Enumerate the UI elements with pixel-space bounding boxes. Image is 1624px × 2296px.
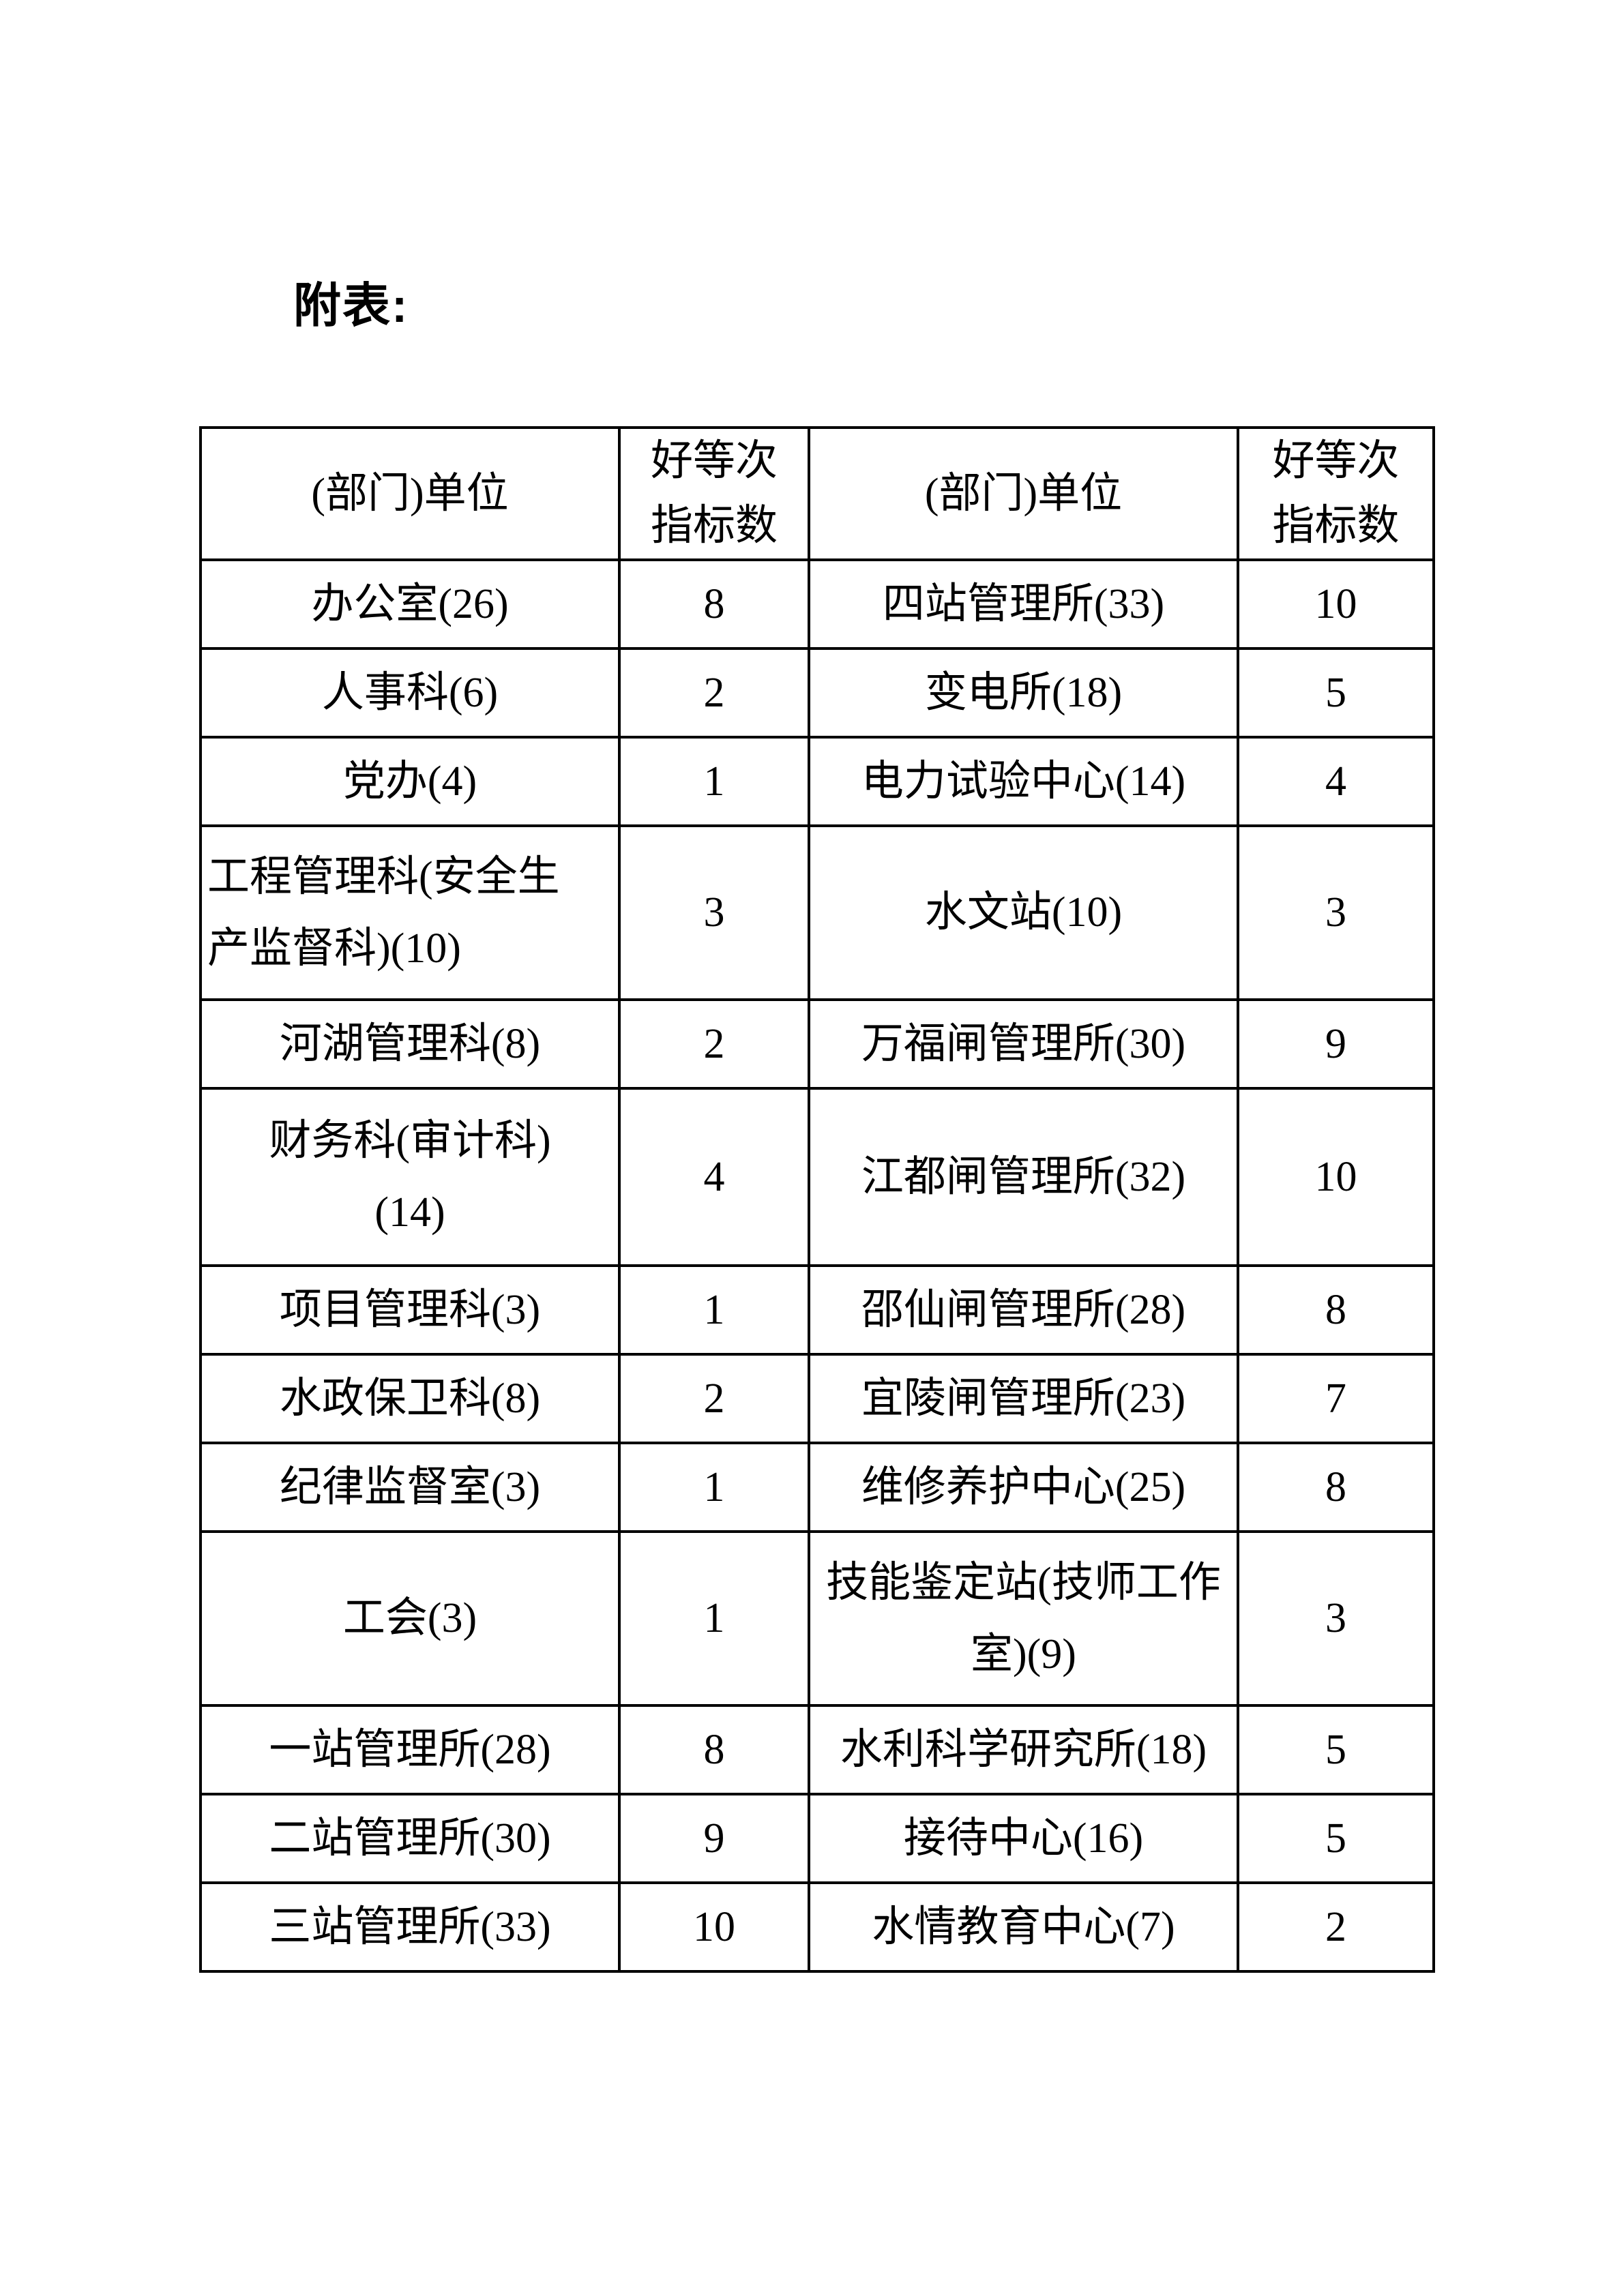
unit-cell: 宜陵闸管理所(23) [808, 1353, 1239, 1444]
table-row: 工程管理科(安全生 产监督科)(10) 3 水文站(10) 3 [199, 824, 1435, 1001]
unit-cell: 江都闸管理所(32) [808, 1087, 1239, 1267]
unit-cell: 工会(3) [199, 1530, 621, 1707]
indicator-cell: 10 [1237, 1087, 1435, 1267]
indicator-cell: 8 [618, 1704, 810, 1795]
indicator-cell: 5 [1237, 647, 1435, 739]
unit-cell: 邵仙闸管理所(28) [808, 1264, 1239, 1356]
table-row: 党办(4) 1 电力试验中心(14) 4 [199, 736, 1435, 827]
indicator-cell: 2 [618, 1353, 810, 1444]
indicator-cell: 5 [1237, 1793, 1435, 1884]
indicator-cell: 2 [618, 647, 810, 739]
indicator-cell: 4 [618, 1087, 810, 1267]
unit-cell: 党办(4) [199, 736, 621, 827]
indicator-cell: 1 [618, 1530, 810, 1707]
unit-cell: 技能鉴定站(技师工作 室)(9) [808, 1530, 1239, 1707]
unit-cell: 维修养护中心(25) [808, 1442, 1239, 1533]
indicator-cell: 5 [1237, 1704, 1435, 1795]
unit-cell: 变电所(18) [808, 647, 1239, 739]
unit-cell: 财务科(审计科) (14) [199, 1087, 621, 1267]
indicator-cell: 9 [618, 1793, 810, 1884]
header-unit-right: (部门)单位 [808, 426, 1239, 561]
table-row: 项目管理科(3) 1 邵仙闸管理所(28) 8 [199, 1264, 1435, 1356]
table-row: 二站管理所(30) 9 接待中心(16) 5 [199, 1793, 1435, 1884]
indicator-cell: 9 [1237, 998, 1435, 1090]
unit-cell: 河湖管理科(8) [199, 998, 621, 1090]
indicator-cell: 8 [1237, 1264, 1435, 1356]
indicator-cell: 4 [1237, 736, 1435, 827]
table-row: 水政保卫科(8) 2 宜陵闸管理所(23) 7 [199, 1353, 1435, 1444]
header-indicator-right: 好等次 指标数 [1237, 426, 1435, 561]
indicator-cell: 7 [1237, 1353, 1435, 1444]
indicator-table: (部门)单位 好等次 指标数 (部门)单位 好等次 指标数 办公室(26) 8 … [199, 426, 1435, 1973]
indicator-cell: 10 [1237, 558, 1435, 650]
table-header-row: (部门)单位 好等次 指标数 (部门)单位 好等次 指标数 [199, 426, 1435, 561]
table-row: 人事科(6) 2 变电所(18) 5 [199, 647, 1435, 739]
table-row: 财务科(审计科) (14) 4 江都闸管理所(32) 10 [199, 1087, 1435, 1267]
indicator-cell: 1 [618, 736, 810, 827]
unit-cell: 一站管理所(28) [199, 1704, 621, 1795]
table-row: 河湖管理科(8) 2 万福闸管理所(30) 9 [199, 998, 1435, 1090]
indicator-cell: 8 [618, 558, 810, 650]
unit-cell: 水文站(10) [808, 824, 1239, 1001]
indicator-cell: 10 [618, 1881, 810, 1973]
unit-cell: 人事科(6) [199, 647, 621, 739]
unit-cell: 接待中心(16) [808, 1793, 1239, 1884]
indicator-cell: 2 [1237, 1881, 1435, 1973]
unit-cell: 四站管理所(33) [808, 558, 1239, 650]
unit-cell: 万福闸管理所(30) [808, 998, 1239, 1090]
unit-cell: 纪律监督室(3) [199, 1442, 621, 1533]
unit-cell: 三站管理所(33) [199, 1881, 621, 1973]
unit-cell: 水利科学研究所(18) [808, 1704, 1239, 1795]
indicator-cell: 1 [618, 1442, 810, 1533]
indicator-cell: 3 [618, 824, 810, 1001]
indicator-cell: 3 [1237, 824, 1435, 1001]
indicator-cell: 1 [618, 1264, 810, 1356]
unit-cell: 二站管理所(30) [199, 1793, 621, 1884]
indicator-cell: 3 [1237, 1530, 1435, 1707]
unit-cell: 水政保卫科(8) [199, 1353, 621, 1444]
header-indicator-left: 好等次 指标数 [618, 426, 810, 561]
table-row: 纪律监督室(3) 1 维修养护中心(25) 8 [199, 1442, 1435, 1533]
unit-cell: 办公室(26) [199, 558, 621, 650]
indicator-cell: 8 [1237, 1442, 1435, 1533]
unit-cell: 电力试验中心(14) [808, 736, 1239, 827]
unit-cell: 项目管理科(3) [199, 1264, 621, 1356]
unit-cell: 水情教育中心(7) [808, 1881, 1239, 1973]
table-row: 办公室(26) 8 四站管理所(33) 10 [199, 558, 1435, 650]
page-title: 附表: [293, 279, 409, 332]
header-unit-left: (部门)单位 [199, 426, 621, 561]
table-row: 一站管理所(28) 8 水利科学研究所(18) 5 [199, 1704, 1435, 1795]
table-row: 工会(3) 1 技能鉴定站(技师工作 室)(9) 3 [199, 1530, 1435, 1707]
table-row: 三站管理所(33) 10 水情教育中心(7) 2 [199, 1881, 1435, 1973]
indicator-cell: 2 [618, 998, 810, 1090]
unit-cell: 工程管理科(安全生 产监督科)(10) [199, 824, 621, 1001]
